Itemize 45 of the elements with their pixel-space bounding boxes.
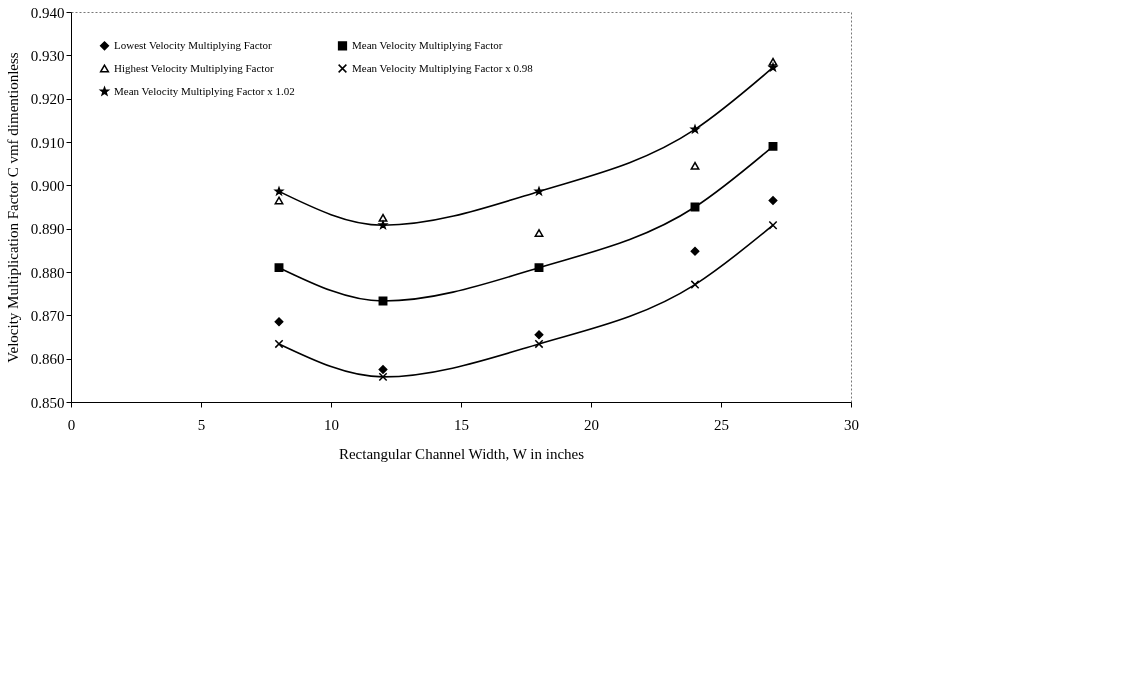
x-axis-title: Rectangular Channel Width, W in inches [338, 445, 585, 462]
point [378, 372, 388, 382]
legend-label: Mean Velocity Multiplying Factor x 1.02 [114, 84, 295, 97]
point [274, 339, 284, 349]
point [768, 141, 778, 151]
y-tick-label: 0.920 [30, 91, 65, 108]
y-tick-label: 0.850 [30, 394, 65, 411]
point [534, 186, 544, 196]
point [274, 196, 284, 205]
x-tick-label: 15 [454, 416, 469, 433]
point [768, 220, 778, 230]
y-tick-label: 0.890 [30, 221, 65, 238]
y-tick-label: 0.930 [30, 47, 65, 64]
point [378, 213, 388, 222]
y-axis-title: Velocity Multiplication Factor C vmf dimentionless [4, 52, 21, 363]
x-tick-label: 25 [714, 416, 729, 433]
point [274, 186, 284, 196]
point [690, 280, 700, 290]
legend-label: Lowest Velocity Multiplying Factor [114, 38, 273, 51]
x-tick-label: 20 [584, 416, 599, 433]
legend-label: Highest Velocity Multiplying Factor [114, 61, 274, 74]
legend-label: Mean Velocity Multiplying Factor x 0.98 [352, 61, 534, 74]
point [534, 339, 544, 349]
x-tick-label: 5 [197, 416, 206, 433]
point [690, 246, 700, 256]
point [534, 263, 544, 273]
x-tick-label: 0 [67, 416, 76, 433]
point [274, 263, 284, 273]
x-tick-label: 30 [844, 416, 859, 433]
point [768, 196, 778, 205]
point [378, 220, 388, 229]
point [690, 124, 700, 134]
legend-label: Mean Velocity Multiplying Factor [352, 38, 503, 51]
y-tick-label: 0.940 [30, 4, 65, 21]
x-tick-label: 10 [324, 416, 339, 433]
point [274, 317, 284, 327]
y-tick-label: 0.880 [30, 264, 65, 281]
y-tick-label: 0.860 [30, 351, 65, 368]
y-tick-label: 0.900 [30, 177, 65, 194]
y-tick-label: 0.910 [30, 134, 65, 151]
y-tick-label: 0.870 [30, 307, 65, 324]
point [534, 229, 544, 237]
point [534, 330, 544, 340]
point [690, 161, 700, 170]
point [378, 365, 388, 374]
